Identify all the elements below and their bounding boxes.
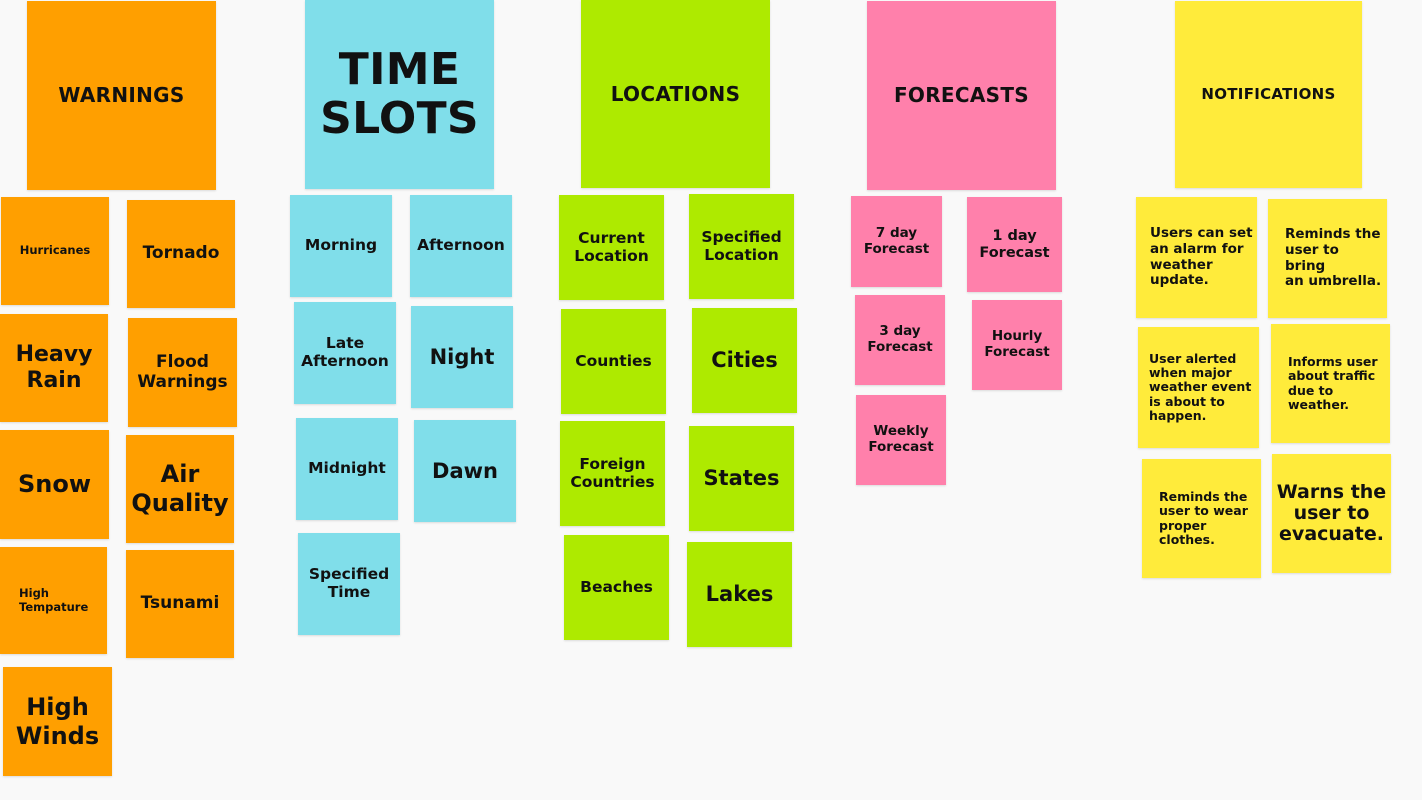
sticky-note-dawn[interactable]: Dawn bbox=[414, 420, 516, 522]
sticky-note-snow[interactable]: Snow bbox=[0, 430, 109, 539]
note-text: Specified Time bbox=[308, 565, 390, 601]
note-text: Foreign Countries bbox=[570, 454, 655, 491]
note-text: User alerted when major weather event is… bbox=[1149, 350, 1252, 424]
sticky-note-midnight[interactable]: Midnight bbox=[296, 418, 398, 520]
note-text: Night bbox=[429, 344, 495, 369]
locations-header-text: LOCATIONS bbox=[610, 81, 741, 106]
note-text: Specified Location bbox=[701, 227, 782, 264]
sticky-note-forecasts-header[interactable]: FORECASTS bbox=[867, 1, 1056, 190]
sticky-note-high-winds[interactable]: High Winds bbox=[3, 667, 112, 776]
note-text: Users can set an alarm for weather updat… bbox=[1150, 225, 1253, 289]
sticky-note-air-quality[interactable]: Air Quality bbox=[126, 435, 234, 543]
sticky-note-afternoon[interactable]: Afternoon bbox=[410, 195, 512, 297]
note-text: Tsunami bbox=[140, 593, 220, 614]
note-text: Morning bbox=[304, 236, 378, 255]
time-slots-header-text: TIME SLOTS bbox=[320, 44, 479, 144]
note-text: Reminds the user to bring an umbrella. bbox=[1285, 226, 1382, 290]
note-text: Flood Warnings bbox=[137, 351, 228, 392]
note-text: Weekly Forecast bbox=[868, 423, 934, 455]
sticky-note-tornado[interactable]: Tornado bbox=[127, 200, 235, 308]
note-text: Reminds the user to wear proper clothes. bbox=[1159, 488, 1248, 547]
sticky-note-morning[interactable]: Morning bbox=[290, 195, 392, 297]
sticky-note-beaches[interactable]: Beaches bbox=[564, 535, 669, 640]
warnings-header-text: WARNINGS bbox=[58, 83, 185, 107]
note-text: Late Afternoon bbox=[301, 334, 389, 370]
sticky-note-7-day-forecast[interactable]: 7 day Forecast bbox=[851, 196, 942, 287]
forecasts-header-text: FORECASTS bbox=[893, 83, 1030, 107]
note-text: Counties bbox=[575, 351, 652, 370]
note-text: 7 day Forecast bbox=[863, 224, 930, 257]
note-text: Tornado bbox=[142, 243, 220, 264]
note-text: High Tempature bbox=[19, 586, 89, 614]
sticky-note-traffic-due-to-weather[interactable]: Informs user about traffic due to weathe… bbox=[1271, 324, 1390, 443]
sticky-note-bring-umbrella[interactable]: Reminds the user to bring an umbrella. bbox=[1268, 199, 1387, 318]
sticky-note-time-slots-header[interactable]: TIME SLOTS bbox=[305, 0, 494, 189]
sticky-note-wear-proper-clothes[interactable]: Reminds the user to wear proper clothes. bbox=[1142, 459, 1261, 578]
note-text: Hurricanes bbox=[19, 243, 91, 258]
sticky-note-warnings-header[interactable]: WARNINGS bbox=[27, 1, 216, 190]
sticky-note-specified-time[interactable]: Specified Time bbox=[298, 533, 400, 635]
sticky-note-warns-evacuate[interactable]: Warns the user to evacuate. bbox=[1272, 454, 1391, 573]
sticky-note-weekly-forecast[interactable]: Weekly Forecast bbox=[856, 395, 946, 485]
sticky-note-foreign-countries[interactable]: Foreign Countries bbox=[560, 421, 665, 526]
note-text: High Winds bbox=[15, 692, 100, 750]
sticky-note-major-weather-event[interactable]: User alerted when major weather event is… bbox=[1138, 327, 1259, 448]
note-text: Midnight bbox=[308, 459, 386, 478]
sticky-note-heavy-rain[interactable]: Heavy Rain bbox=[0, 314, 108, 422]
sticky-note-current-location[interactable]: Current Location bbox=[559, 195, 664, 300]
note-text: Air Quality bbox=[131, 460, 229, 517]
note-text: Lakes bbox=[705, 582, 774, 607]
sticky-note-1-day-forecast[interactable]: 1 day Forecast bbox=[967, 197, 1062, 292]
sticky-note-hourly-forecast[interactable]: Hourly Forecast bbox=[972, 300, 1062, 390]
sticky-note-late-afternoon[interactable]: Late Afternoon bbox=[294, 302, 396, 404]
note-text: Warns the user to evacuate. bbox=[1276, 481, 1387, 545]
sticky-note-3-day-forecast[interactable]: 3 day Forecast bbox=[855, 295, 945, 385]
sticky-note-hurricanes[interactable]: Hurricanes bbox=[1, 197, 109, 305]
note-text: Afternoon bbox=[417, 236, 505, 255]
sticky-note-notifications-header[interactable]: NOTIFICATIONS bbox=[1175, 1, 1362, 188]
sticky-note-counties[interactable]: Counties bbox=[561, 309, 666, 414]
note-text: Heavy Rain bbox=[15, 341, 93, 393]
note-text: 1 day Forecast bbox=[979, 227, 1050, 261]
note-text: Current Location bbox=[574, 228, 649, 265]
note-text: Beaches bbox=[580, 577, 653, 596]
sticky-note-cities[interactable]: Cities bbox=[692, 308, 797, 413]
note-text: Cities bbox=[711, 348, 778, 373]
sticky-note-lakes[interactable]: Lakes bbox=[687, 542, 792, 647]
note-text: Dawn bbox=[432, 458, 498, 483]
sticky-note-specified-location[interactable]: Specified Location bbox=[689, 194, 794, 299]
sticky-note-flood-warnings[interactable]: Flood Warnings bbox=[128, 318, 237, 427]
note-text: States bbox=[703, 466, 780, 491]
sticky-note-states[interactable]: States bbox=[689, 426, 794, 531]
notifications-header-text: NOTIFICATIONS bbox=[1201, 84, 1336, 103]
sticky-note-night[interactable]: Night bbox=[411, 306, 513, 408]
note-text: Snow bbox=[17, 470, 92, 499]
sticky-note-high-tempature[interactable]: High Tempature bbox=[0, 547, 107, 654]
sticky-note-locations-header[interactable]: LOCATIONS bbox=[581, 0, 770, 188]
note-text: Hourly Forecast bbox=[984, 328, 1050, 360]
sticky-note-alarm-weather-update[interactable]: Users can set an alarm for weather updat… bbox=[1136, 197, 1257, 318]
sticky-note-tsunami[interactable]: Tsunami bbox=[126, 550, 234, 658]
note-text: Informs user about traffic due to weathe… bbox=[1288, 353, 1378, 412]
note-text: 3 day Forecast bbox=[867, 323, 933, 355]
